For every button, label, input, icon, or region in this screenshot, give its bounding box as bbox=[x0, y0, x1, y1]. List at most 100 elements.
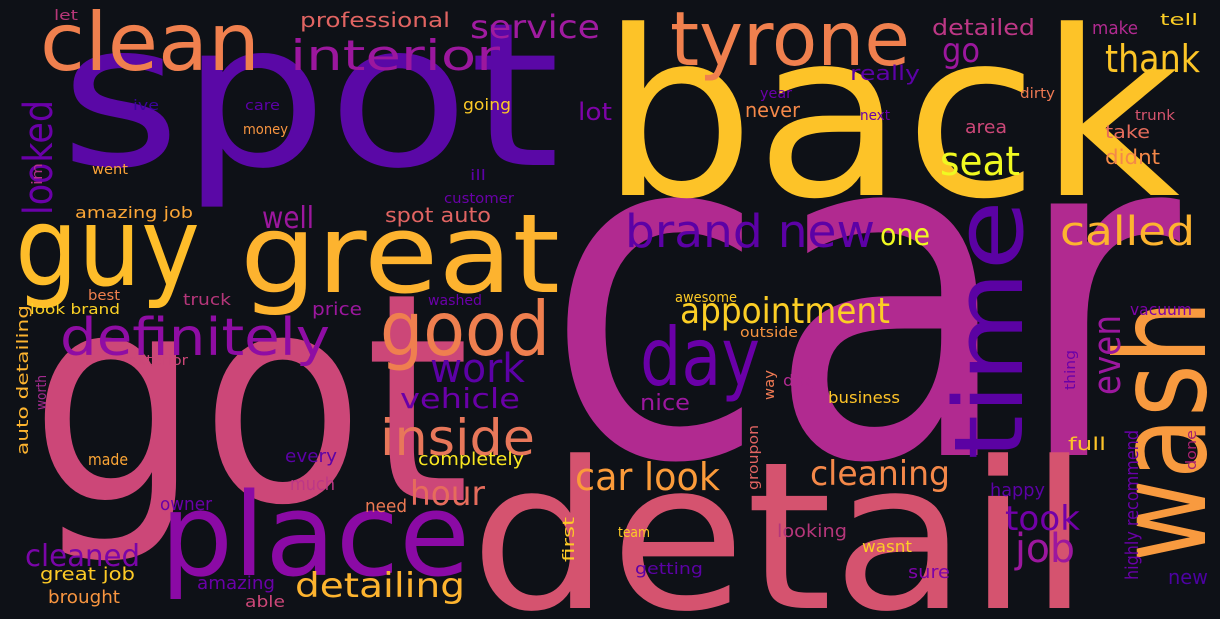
word: brand new bbox=[625, 205, 875, 258]
word: able bbox=[245, 592, 285, 611]
word: service bbox=[470, 8, 600, 46]
word: brought bbox=[48, 587, 120, 608]
word: next bbox=[860, 108, 890, 124]
word: ive bbox=[133, 98, 159, 114]
word: look brand bbox=[30, 302, 120, 318]
word: great bbox=[240, 190, 560, 318]
word: go bbox=[942, 31, 980, 71]
word: year bbox=[760, 86, 792, 102]
word: thank bbox=[1105, 37, 1200, 81]
word: money bbox=[243, 122, 288, 138]
word: good bbox=[380, 285, 550, 373]
word: place bbox=[160, 469, 470, 603]
word: went bbox=[92, 162, 129, 178]
word: never bbox=[745, 98, 801, 122]
word: spot bbox=[60, 0, 560, 213]
word: looking bbox=[777, 521, 847, 542]
word: awesome bbox=[675, 290, 737, 306]
word: vacuum bbox=[1130, 300, 1192, 319]
word: business bbox=[828, 388, 900, 407]
word: getting bbox=[635, 559, 703, 578]
word: first bbox=[559, 517, 578, 562]
word: auto detailing bbox=[13, 305, 32, 455]
word: nice bbox=[640, 391, 690, 416]
word: vehicle bbox=[400, 382, 520, 415]
word: one bbox=[880, 218, 930, 253]
word: called bbox=[1060, 209, 1195, 255]
word: got bbox=[30, 232, 470, 569]
word: dog bbox=[783, 371, 815, 390]
word: owner bbox=[160, 494, 213, 515]
word: professional bbox=[300, 8, 450, 32]
word: amazing job bbox=[75, 203, 193, 222]
word: price bbox=[312, 299, 362, 320]
word: cleaning bbox=[810, 454, 950, 494]
word: going bbox=[463, 95, 511, 114]
word: ill bbox=[470, 168, 486, 184]
word: let bbox=[54, 8, 79, 24]
word: detail bbox=[470, 419, 1090, 619]
word: clean bbox=[40, 0, 260, 89]
word: great job bbox=[40, 564, 135, 585]
word: new bbox=[1168, 565, 1208, 589]
word: seat bbox=[940, 139, 1020, 185]
word: customer bbox=[444, 191, 514, 207]
word: truck bbox=[183, 290, 232, 309]
word: make bbox=[1092, 18, 1138, 39]
word: highly recommend bbox=[1122, 430, 1143, 580]
word: job bbox=[1014, 526, 1075, 572]
word: washed bbox=[428, 293, 482, 309]
word: tell bbox=[1160, 10, 1198, 29]
word: worth bbox=[34, 375, 50, 410]
word: exterior bbox=[128, 353, 188, 369]
word: dirty bbox=[1020, 86, 1055, 102]
word: lot bbox=[578, 98, 612, 126]
word: really bbox=[850, 61, 920, 85]
word: took bbox=[1005, 499, 1080, 539]
word: take bbox=[1105, 122, 1150, 143]
word: wash bbox=[1090, 300, 1220, 562]
word: team bbox=[618, 525, 650, 541]
word: back bbox=[600, 0, 1180, 250]
word: looked bbox=[16, 100, 62, 215]
word: area bbox=[965, 117, 1007, 138]
word: wasnt bbox=[862, 537, 912, 556]
word: much bbox=[290, 474, 335, 495]
word: thing bbox=[1063, 350, 1079, 390]
word: cleaned bbox=[25, 539, 140, 574]
word: im bbox=[30, 163, 46, 185]
word: detailed bbox=[932, 16, 1035, 41]
word: didnt bbox=[1105, 145, 1160, 169]
word: guy bbox=[15, 183, 200, 311]
word: appointment bbox=[680, 291, 890, 332]
word: spot auto bbox=[385, 203, 491, 227]
word: interior bbox=[290, 31, 501, 80]
word: outside bbox=[740, 325, 798, 341]
word: tyrone bbox=[670, 0, 910, 83]
word: best bbox=[88, 288, 121, 304]
word: every bbox=[285, 446, 337, 467]
word: inside bbox=[380, 409, 535, 467]
word: completely bbox=[418, 449, 524, 470]
word: car look bbox=[575, 455, 720, 499]
word: happy bbox=[990, 480, 1045, 501]
word: need bbox=[365, 496, 407, 517]
word: hour bbox=[410, 474, 485, 514]
word: way bbox=[762, 370, 778, 400]
word: sure bbox=[908, 562, 950, 583]
word: full bbox=[1068, 434, 1106, 455]
word: groupon bbox=[746, 425, 762, 490]
word: work bbox=[430, 346, 526, 392]
word: care bbox=[245, 98, 280, 114]
word: done bbox=[1184, 430, 1200, 470]
word: trunk bbox=[1135, 108, 1176, 124]
word: made bbox=[88, 450, 128, 469]
word: car bbox=[545, 29, 1184, 564]
word: even bbox=[1085, 315, 1129, 395]
word: amazing bbox=[197, 573, 275, 594]
word: day bbox=[640, 311, 760, 404]
word: time bbox=[935, 200, 1045, 460]
